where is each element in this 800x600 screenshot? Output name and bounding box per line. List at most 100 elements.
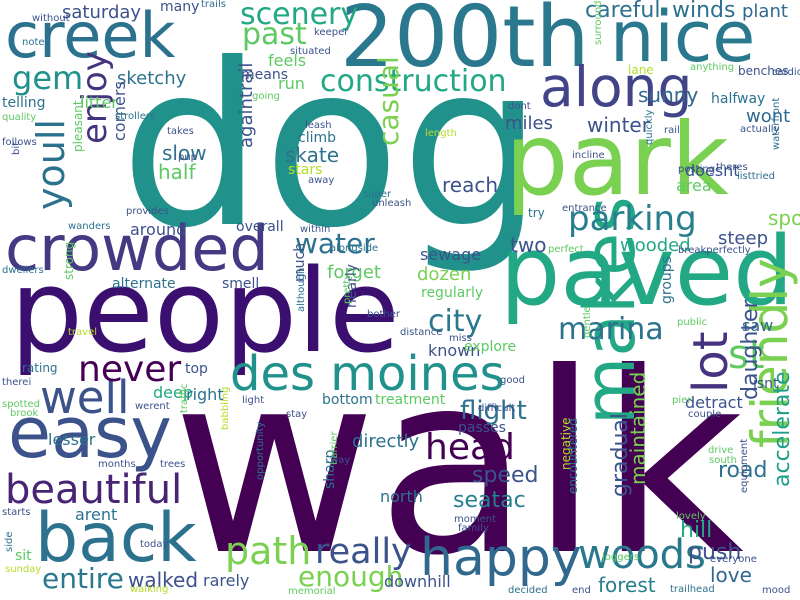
word: dont (508, 101, 531, 112)
word: many (160, 0, 200, 15)
word: explore (464, 339, 517, 355)
word: easy (8, 392, 172, 474)
word: incline (572, 150, 605, 161)
word: past (242, 17, 307, 52)
word: feels (268, 51, 307, 70)
word: known (428, 341, 481, 360)
word: really (315, 532, 412, 572)
word: hill (680, 518, 713, 543)
word: enough (298, 560, 404, 593)
word: dwellers (2, 265, 44, 276)
word: road (718, 458, 768, 483)
word: perfect (548, 244, 584, 255)
word: walking (130, 584, 169, 595)
word: mood (762, 585, 791, 596)
word: park (505, 101, 729, 218)
word: passes (458, 420, 506, 436)
word: sewage (420, 245, 482, 264)
word: quality (2, 112, 37, 123)
word: bit (11, 141, 22, 155)
word: slow (162, 141, 207, 165)
word: arent (75, 505, 118, 524)
word: push (688, 540, 742, 565)
word: surroundings (593, 0, 604, 45)
word: winter (587, 113, 650, 137)
word: saturday (62, 2, 142, 23)
word: difficult (478, 403, 516, 414)
word: bottom (322, 392, 373, 408)
word: provides (126, 206, 169, 217)
word: flight (460, 396, 527, 426)
word: litter (80, 93, 118, 112)
word: love (710, 563, 752, 587)
word: deep (153, 383, 193, 402)
word: beautiful (5, 467, 183, 513)
word: overall (236, 219, 284, 235)
word: st (728, 332, 765, 378)
word: pier (672, 395, 692, 406)
word: entire (42, 562, 124, 595)
word: spots (768, 206, 800, 230)
word: without (32, 13, 70, 24)
word: saw (742, 316, 774, 335)
word: well (40, 371, 130, 424)
word: listtried (737, 171, 775, 182)
word: strong (62, 241, 76, 280)
word: travel (68, 327, 98, 338)
word: stars (288, 162, 323, 178)
word: right (186, 385, 224, 404)
word: length (425, 128, 457, 139)
word: pretty (342, 273, 353, 304)
word: posting (678, 164, 716, 175)
word: wont (746, 106, 791, 127)
word: sunny (638, 83, 699, 107)
word: forest (598, 573, 656, 597)
word: winds (672, 0, 736, 23)
word: pleasant (71, 100, 85, 152)
word: miles (505, 113, 553, 134)
word: babbling (220, 386, 231, 430)
word: side (4, 531, 15, 553)
word: maintained (626, 371, 650, 485)
word: leash (305, 120, 332, 131)
word: walk (172, 319, 744, 600)
word: way (330, 455, 351, 466)
word: pup (178, 152, 198, 163)
word: within (300, 224, 331, 235)
word: lane (628, 63, 654, 77)
word: along (540, 55, 693, 119)
word: detract (685, 393, 743, 412)
word: end (572, 585, 591, 596)
word: marina (558, 312, 664, 347)
word: brook (10, 408, 39, 419)
word: rating (22, 361, 58, 375)
word: decided (508, 585, 548, 596)
word: strollers (115, 111, 156, 122)
word: cardio (772, 67, 800, 78)
word: werent (135, 401, 170, 412)
word: encountered (566, 418, 580, 494)
word: opportunity (255, 421, 266, 480)
word: alternate (112, 276, 176, 292)
word: equipment (739, 438, 750, 493)
word: careful (585, 0, 661, 23)
word: sit (15, 548, 32, 564)
word: spotted (2, 399, 41, 410)
word: alongside (330, 243, 379, 254)
word: family (458, 523, 489, 534)
word: parking (568, 199, 697, 239)
word: isnt (753, 376, 779, 392)
word: trees (160, 459, 186, 470)
word: two (510, 233, 547, 257)
word: nice (610, 0, 756, 78)
word: never (78, 349, 182, 390)
word: climb (298, 130, 337, 146)
word: dog (120, 16, 544, 278)
word: entrance (562, 203, 607, 214)
word: benches (738, 64, 789, 78)
word: keeper (314, 27, 349, 38)
word: dozen (417, 264, 472, 285)
word: traffic (179, 383, 190, 413)
word: stay (286, 409, 308, 420)
word: around (130, 220, 187, 239)
